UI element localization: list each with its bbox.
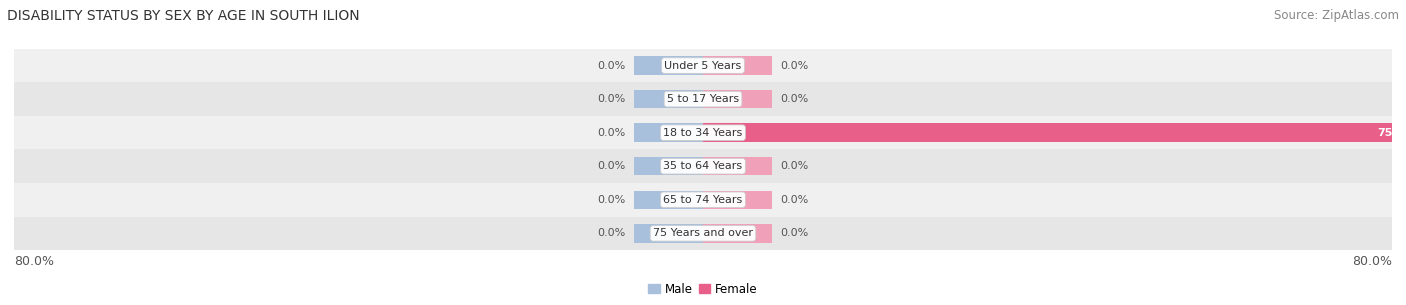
Text: 0.0%: 0.0% [598,228,626,238]
Text: 5 to 17 Years: 5 to 17 Years [666,94,740,104]
Text: 0.0%: 0.0% [780,61,808,70]
Text: 65 to 74 Years: 65 to 74 Years [664,195,742,205]
Text: 35 to 64 Years: 35 to 64 Years [664,161,742,171]
Text: 0.0%: 0.0% [598,128,626,138]
Text: 0.0%: 0.0% [780,94,808,104]
Text: 80.0%: 80.0% [14,255,53,268]
Bar [634,224,703,242]
Text: 0.0%: 0.0% [780,195,808,205]
Text: Source: ZipAtlas.com: Source: ZipAtlas.com [1274,9,1399,22]
Bar [634,90,703,108]
Bar [634,124,703,142]
Bar [14,82,1392,116]
Bar [703,157,772,175]
Text: 0.0%: 0.0% [598,161,626,171]
Text: 75 Years and over: 75 Years and over [652,228,754,238]
Bar [703,56,772,75]
Bar [634,56,703,75]
Bar [703,224,772,242]
Text: 80.0%: 80.0% [1353,255,1392,268]
Text: 0.0%: 0.0% [598,94,626,104]
Text: 18 to 34 Years: 18 to 34 Years [664,128,742,138]
Bar [634,157,703,175]
Text: 0.0%: 0.0% [598,61,626,70]
Bar [634,191,703,209]
Text: 0.0%: 0.0% [780,228,808,238]
Text: 75.8%: 75.8% [1378,128,1406,138]
Bar [703,191,772,209]
Bar [14,183,1392,217]
Text: Under 5 Years: Under 5 Years [665,61,741,70]
Text: 0.0%: 0.0% [780,161,808,171]
Bar [14,217,1392,250]
Bar [14,149,1392,183]
Text: 0.0%: 0.0% [598,195,626,205]
Legend: Male, Female: Male, Female [644,278,762,300]
Bar [703,124,1406,142]
Bar [14,116,1392,149]
Text: DISABILITY STATUS BY SEX BY AGE IN SOUTH ILION: DISABILITY STATUS BY SEX BY AGE IN SOUTH… [7,9,360,23]
Bar [703,90,772,108]
Bar [14,49,1392,82]
